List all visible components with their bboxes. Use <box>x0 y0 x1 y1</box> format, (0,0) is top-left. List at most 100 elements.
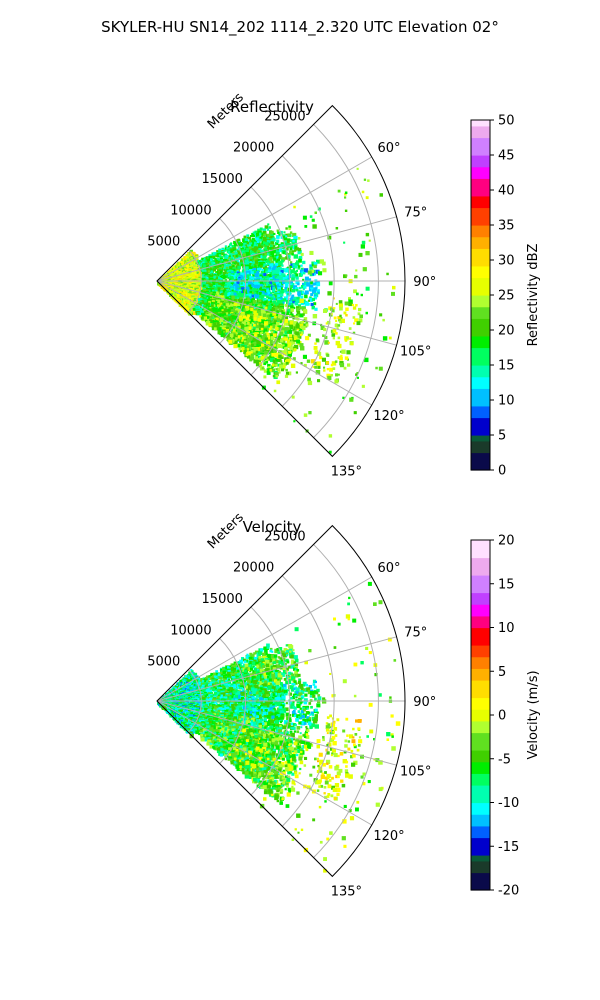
radar-gate <box>219 325 224 330</box>
radar-gate <box>311 218 315 222</box>
radar-gate <box>310 281 314 285</box>
colorbar-segment <box>471 405 490 413</box>
radar-gate <box>184 258 187 262</box>
radar-gate <box>307 270 312 275</box>
radar-gate <box>275 368 278 371</box>
azimuth-tick-label: 105° <box>400 344 431 359</box>
radar-gate <box>198 310 203 315</box>
radar-gate <box>287 277 290 280</box>
colorbar-segment <box>471 225 490 232</box>
radar-gate <box>311 261 316 266</box>
colorbar-segment <box>471 277 490 284</box>
radar-gate <box>300 264 303 267</box>
radial-tick-label: 10000 <box>170 203 211 218</box>
radar-gate <box>263 273 267 276</box>
radar-gate <box>249 240 252 243</box>
radar-gate <box>315 370 321 375</box>
radar-gate <box>263 354 268 359</box>
radar-gate <box>331 333 336 337</box>
radar-gate <box>293 336 298 340</box>
radar-gate <box>221 314 226 318</box>
radar-gate <box>299 331 304 336</box>
radar-gate <box>272 359 277 363</box>
radar-gate <box>233 295 238 300</box>
radar-gate <box>256 340 261 345</box>
radar-gate <box>335 373 339 377</box>
radar-gate <box>360 293 363 297</box>
radar-gate <box>288 243 292 247</box>
colorbar-tick-label: 45 <box>498 149 515 164</box>
radar-gate <box>260 325 264 330</box>
radar-gate <box>281 243 286 249</box>
radar-gate <box>356 321 361 326</box>
radar-gate <box>246 248 252 254</box>
radar-gate <box>250 353 254 357</box>
radar-gate <box>272 333 277 338</box>
radar-gate <box>281 350 285 353</box>
radar-gate <box>253 241 259 247</box>
radar-gate <box>287 339 291 343</box>
radar-gate <box>289 285 294 289</box>
radar-gate <box>334 360 338 363</box>
radar-gate <box>250 316 255 322</box>
radar-gate <box>223 335 226 338</box>
radar-gate <box>260 319 265 324</box>
radar-gate <box>257 304 260 308</box>
polar-grid <box>156 124 405 457</box>
radar-gate <box>266 332 270 336</box>
radar-gate <box>342 396 345 399</box>
radar-gate <box>260 283 263 287</box>
radar-gate <box>258 299 262 303</box>
radar-gate <box>225 304 229 309</box>
colorbar-segment <box>471 213 490 220</box>
radar-gate <box>271 307 276 312</box>
radar-gate <box>226 297 230 301</box>
radar-gate <box>251 244 254 247</box>
radar-gate <box>222 284 225 287</box>
radar-gate <box>261 346 266 351</box>
radar-gate <box>214 284 218 288</box>
radar-gate <box>291 282 295 287</box>
radar-gate <box>273 389 277 393</box>
radar-gate <box>236 288 239 291</box>
radar-gate <box>272 348 277 353</box>
radar-gate <box>288 225 292 229</box>
colorbar-tick-label: 30 <box>498 254 515 269</box>
radar-gate <box>254 273 259 278</box>
radar-gate <box>283 231 286 234</box>
radar-gate <box>274 293 278 298</box>
radar-gate <box>332 367 336 370</box>
radar-gate <box>233 306 236 309</box>
radar-gate <box>233 299 237 303</box>
radar-gate <box>335 227 339 230</box>
radar-gate <box>261 336 265 339</box>
radar-gate <box>305 323 309 327</box>
radar-gate <box>277 318 281 321</box>
radar-gate <box>273 273 277 277</box>
radar-gate <box>281 299 285 303</box>
radar-gate <box>317 351 322 356</box>
radar-gate <box>278 283 282 286</box>
radar-gate <box>297 282 300 286</box>
radar-gate <box>382 336 388 341</box>
radar-gate <box>273 298 276 301</box>
radar-gate <box>313 302 317 306</box>
radar-gate <box>258 263 262 267</box>
radar-gate <box>264 306 268 310</box>
radar-gate <box>207 302 210 306</box>
radar-gate <box>293 333 298 338</box>
radar-gate <box>266 291 271 297</box>
radar-gate <box>291 294 295 298</box>
radar-gate <box>259 227 263 231</box>
radar-gate <box>268 302 272 306</box>
radar-gate <box>254 260 258 264</box>
radar-gate <box>237 251 242 255</box>
radar-gate <box>269 281 273 285</box>
radar-gate <box>268 274 272 278</box>
radar-gate <box>308 278 312 282</box>
radar-gate <box>284 350 287 352</box>
radar-gate <box>236 262 239 266</box>
radar-gate <box>272 286 276 290</box>
radar-gate <box>261 285 265 289</box>
radar-gate <box>309 215 313 218</box>
